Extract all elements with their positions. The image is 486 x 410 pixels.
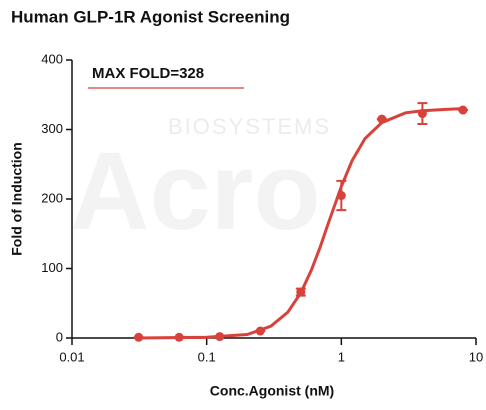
y-tick-label: 200 xyxy=(41,190,63,205)
y-tick-label: 300 xyxy=(41,121,63,136)
annotation: MAX FOLD=328 xyxy=(92,65,204,82)
x-tick-label: 10 xyxy=(469,349,483,364)
x-axis-label: Conc.Agonist (nM) xyxy=(210,383,334,399)
x-tick-label: 0.1 xyxy=(198,349,216,364)
x-tick-label: 0.01 xyxy=(59,349,84,364)
y-tick-label: 100 xyxy=(41,260,63,275)
watermark: Acro xyxy=(70,130,321,253)
y-tick-label: 0 xyxy=(56,329,63,344)
fit-curve xyxy=(138,107,464,340)
y-tick-label: 400 xyxy=(41,51,63,66)
y-axis-label: Fold of Induction xyxy=(9,142,25,256)
x-tick-label: 1 xyxy=(338,349,345,364)
chart-title: Human GLP-1R Agonist Screening xyxy=(11,7,290,26)
watermark: BIOSYSTEMS xyxy=(168,114,331,139)
